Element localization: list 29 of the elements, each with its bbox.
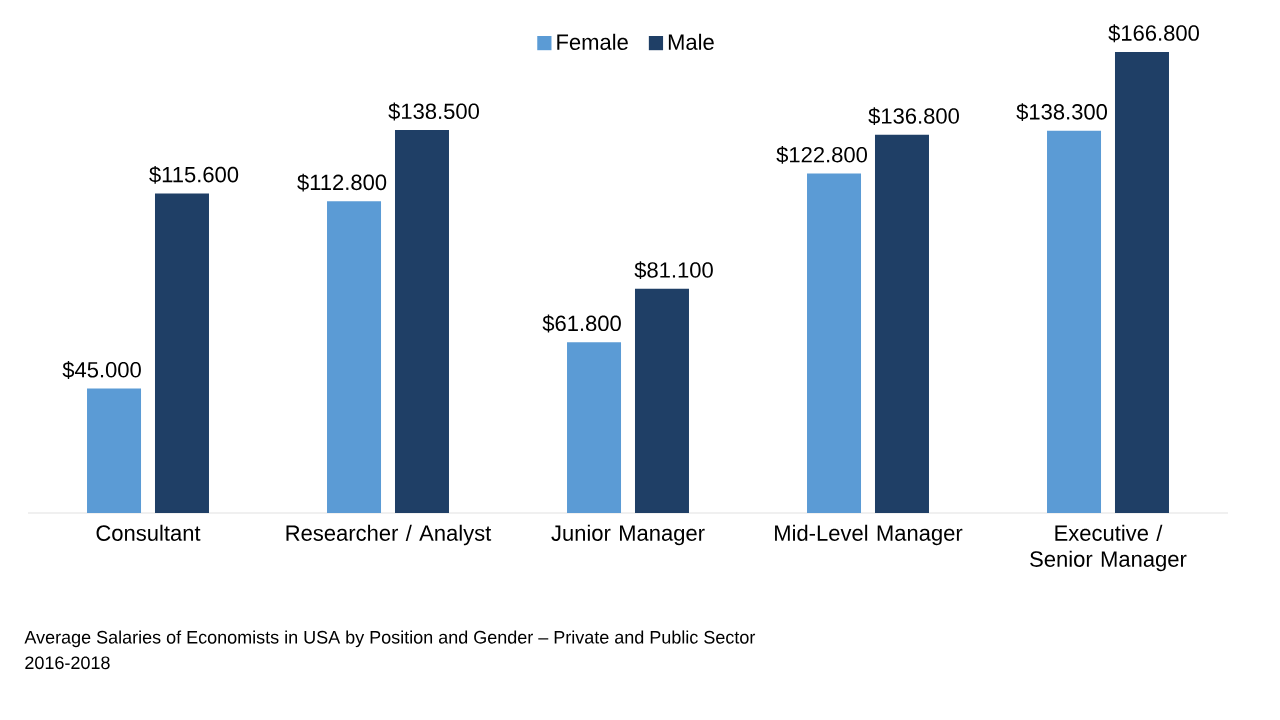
bar xyxy=(1047,130,1102,513)
bar xyxy=(874,134,929,513)
bar xyxy=(567,342,622,513)
legend-label: Female xyxy=(557,33,628,50)
bar xyxy=(1114,51,1169,513)
x-tick-label: Executive / Senior Manager xyxy=(1030,524,1187,572)
data-label: $112.800 xyxy=(297,173,387,192)
bar xyxy=(154,193,209,513)
data-label: $81.100 xyxy=(634,261,713,280)
x-tick-label: Researcher / Analyst xyxy=(286,524,492,546)
x-tick-label: Junior Manager xyxy=(551,524,705,546)
data-label: $122.800 xyxy=(776,145,867,164)
data-label: $166.800 xyxy=(1108,24,1199,43)
bar xyxy=(807,173,862,513)
bar xyxy=(87,388,142,513)
x-tick-label: Consultant xyxy=(96,524,201,541)
data-label: $115.600 xyxy=(149,165,239,184)
bar xyxy=(327,201,382,513)
data-label: $61.800 xyxy=(542,314,621,333)
data-label: $138.500 xyxy=(388,102,479,121)
text: Average Salaries of Economists in USA by Position and Gender – Private and Public Sector xyxy=(24,630,756,648)
x-tick-label: Mid-Level Manager xyxy=(775,524,963,546)
bar xyxy=(634,288,689,513)
data-label: $136.800 xyxy=(868,107,959,126)
data-label: $138.300 xyxy=(1016,103,1107,121)
data-label: $45.000 xyxy=(62,361,141,379)
legend-label: Male xyxy=(668,33,714,50)
text: 2016-2018 xyxy=(25,656,110,670)
bar xyxy=(394,130,449,513)
